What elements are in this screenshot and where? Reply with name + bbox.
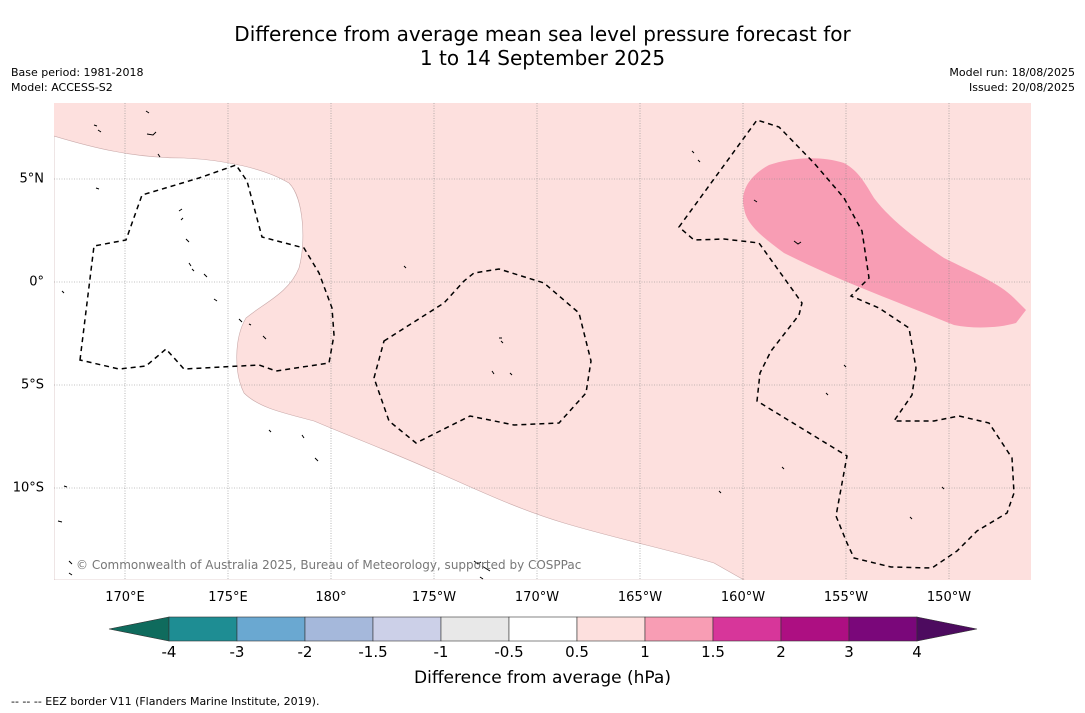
lat-label-5n: 5°N — [19, 171, 45, 187]
colorbar-segment — [304, 616, 374, 642]
base-period: Base period: 1981-2018 — [11, 66, 144, 79]
eez-legend-footer: -- -- -- EEZ border V11 (Flanders Marine… — [11, 695, 320, 708]
colorbar-extend-low — [108, 616, 170, 642]
lon-label-155w: 155°W — [823, 590, 869, 605]
colorbar-segment — [576, 616, 646, 642]
colorbar-label-3: 3 — [844, 643, 854, 661]
colorbar-label-1-5: 1.5 — [701, 643, 725, 661]
colorbar-label-m2: -2 — [297, 643, 313, 661]
issued-date: Issued: 20/08/2025 — [968, 81, 1075, 94]
pressure-anomaly-map — [54, 103, 1031, 580]
lon-label-180: 180° — [315, 590, 347, 605]
model-name: Model: ACCESS-S2 — [11, 81, 113, 94]
lon-label-165w: 165°W — [617, 590, 663, 605]
colorbar-segment — [372, 616, 442, 642]
colorbar-label-m4: -4 — [161, 643, 177, 661]
colorbar-label-1: 1 — [640, 643, 650, 661]
lon-label-150w: 150°W — [926, 590, 972, 605]
lat-label-0: 0° — [29, 274, 44, 290]
island-outlines — [57, 110, 945, 580]
colorbar-label-m3: -3 — [229, 643, 245, 661]
colorbar-segment — [712, 616, 782, 642]
lat-label-10s: 10°S — [12, 480, 44, 496]
colorbar-label-2: 2 — [776, 643, 786, 661]
model-run: Model run: 18/08/2025 — [949, 66, 1075, 79]
colorbar-label-4: 4 — [912, 643, 922, 661]
title-line-1: Difference from average mean sea level p… — [234, 22, 851, 46]
chart-title: Difference from average mean sea level p… — [0, 22, 1085, 70]
colorbar-segment — [508, 616, 578, 642]
colorbar-extend-high — [916, 616, 978, 642]
lon-label-175e: 175°E — [208, 590, 248, 605]
lat-label-5s: 5°S — [20, 377, 44, 393]
colorbar-title: Difference from average (hPa) — [414, 668, 671, 688]
lon-label-170w: 170°W — [514, 590, 560, 605]
lon-label-160w: 160°W — [720, 590, 766, 605]
colorbar-label-m1: -1 — [433, 643, 449, 661]
colorbar-segment — [168, 616, 238, 642]
title-line-2: 1 to 14 September 2025 — [419, 46, 666, 70]
colorbar-segment — [236, 616, 306, 642]
colorbar-segment — [780, 616, 850, 642]
eez-borders — [79, 119, 1015, 569]
neutral-region-west — [54, 135, 745, 580]
lon-label-170e: 170°E — [105, 590, 145, 605]
colorbar-segment — [440, 616, 510, 642]
colorbar-label-m0-5: -0.5 — [494, 643, 524, 661]
positive-anomaly-region — [743, 158, 1026, 328]
meta-right: Model run: 18/08/2025 Issued: 20/08/2025 — [949, 65, 1075, 95]
copyright-notice: © Commonwealth of Australia 2025, Bureau… — [76, 558, 582, 572]
colorbar-label-m1-5: -1.5 — [358, 643, 388, 661]
colorbar-segment — [848, 616, 918, 642]
lon-label-175w: 175°W — [411, 590, 457, 605]
colorbar-segment — [644, 616, 714, 642]
colorbar-label-0-5: 0.5 — [565, 643, 589, 661]
meta-left: Base period: 1981-2018 Model: ACCESS-S2 — [11, 65, 143, 95]
